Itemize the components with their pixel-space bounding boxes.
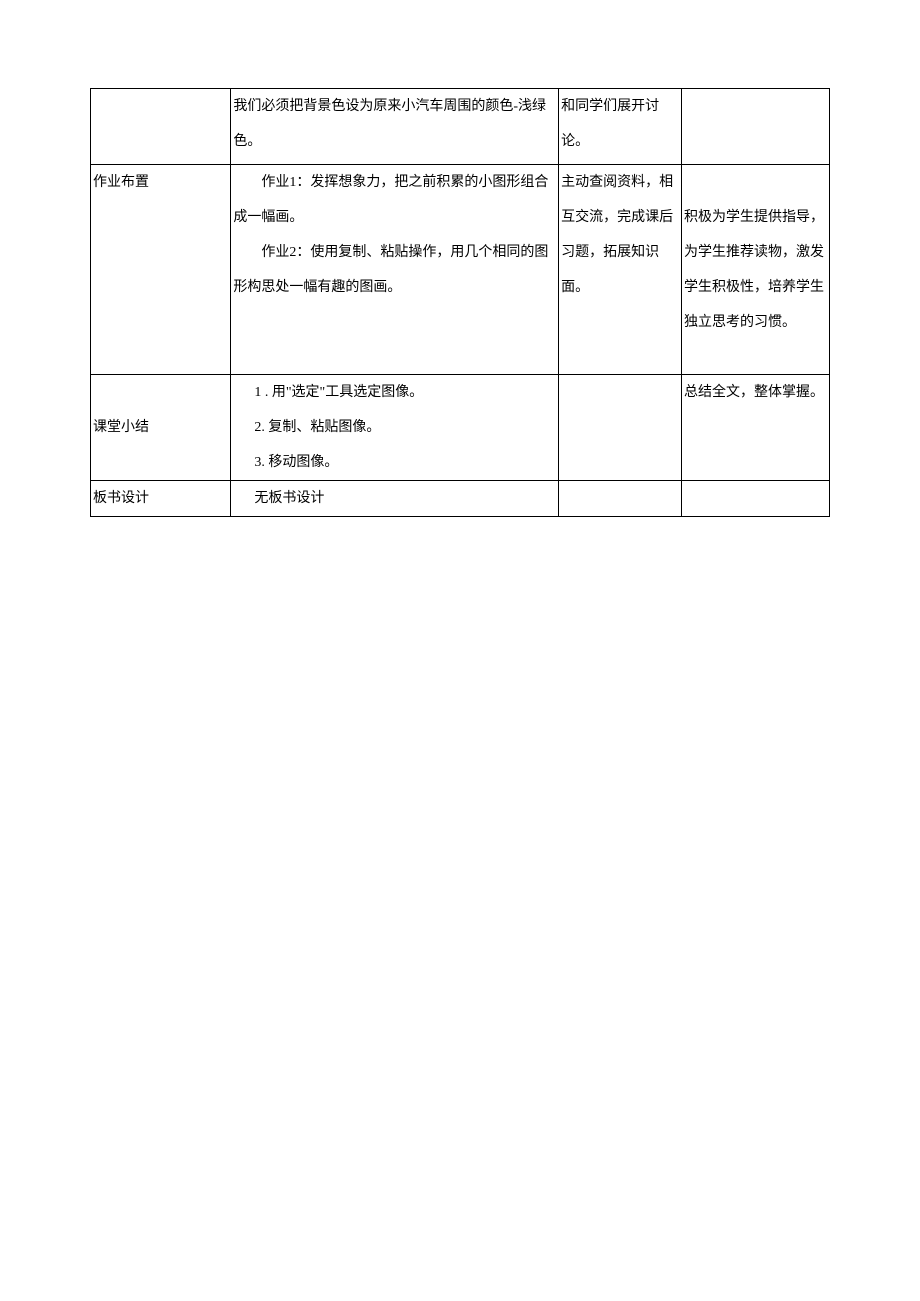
section-label: 板书设计 (93, 481, 228, 516)
lesson-plan-table: 我们必须把背景色设为原来小汽车周围的颜色-浅绿色。 和同学们展开讨论。 作业布置… (90, 88, 830, 517)
cell-student-activity (559, 481, 682, 517)
cell-section-label: 板书设计 (91, 481, 231, 517)
cell-teacher-note: 积极为学生提供指导，为学生推荐读物，激发学生积极性，培养学生独立思考的习惯。 (681, 165, 829, 375)
note-text: 总结全文，整体掌握。 (684, 375, 827, 410)
content-p1: 作业1：发挥想象力，把之前积累的小图形组合成一幅画。 (233, 165, 556, 235)
cell-student-activity: 主动查阅资料，相互交流，完成课后习题，拓展知识面。 (559, 165, 682, 375)
cell-content: 1 . 用"选定"工具选定图像。 2. 复制、粘贴图像。 3. 移动图像。 (231, 375, 559, 481)
section-label: 作业布置 (93, 165, 228, 200)
cell-teacher-note (681, 481, 829, 517)
activity-text: 和同学们展开讨论。 (561, 89, 679, 159)
section-label: 课堂小结 (93, 410, 228, 445)
note-text: 积极为学生提供指导，为学生推荐读物，激发学生积极性，培养学生独立思考的习惯。 (684, 200, 827, 340)
content-text: 我们必须把背景色设为原来小汽车周围的颜色-浅绿色。 (233, 89, 556, 159)
table-row: 课堂小结 1 . 用"选定"工具选定图像。 2. 复制、粘贴图像。 3. 移动图… (91, 375, 830, 481)
content-p2: 作业2：使用复制、粘贴操作，用几个相同的图形构思处一幅有趣的图画。 (233, 235, 556, 305)
content-l3: 3. 移动图像。 (233, 445, 556, 480)
content-text: 无板书设计 (233, 481, 556, 516)
cell-student-activity (559, 375, 682, 481)
cell-section-label (91, 89, 231, 165)
cell-teacher-note: 总结全文，整体掌握。 (681, 375, 829, 481)
cell-student-activity: 和同学们展开讨论。 (559, 89, 682, 165)
cell-content: 我们必须把背景色设为原来小汽车周围的颜色-浅绿色。 (231, 89, 559, 165)
table-row: 板书设计 无板书设计 (91, 481, 830, 517)
content-l2: 2. 复制、粘贴图像。 (233, 410, 556, 445)
cell-teacher-note (681, 89, 829, 165)
cell-section-label: 作业布置 (91, 165, 231, 375)
cell-section-label: 课堂小结 (91, 375, 231, 481)
cell-content: 作业1：发挥想象力，把之前积累的小图形组合成一幅画。 作业2：使用复制、粘贴操作… (231, 165, 559, 375)
cell-content: 无板书设计 (231, 481, 559, 517)
activity-text: 主动查阅资料，相互交流，完成课后习题，拓展知识面。 (561, 165, 679, 305)
table-row: 我们必须把背景色设为原来小汽车周围的颜色-浅绿色。 和同学们展开讨论。 (91, 89, 830, 165)
content-l1: 1 . 用"选定"工具选定图像。 (233, 375, 556, 410)
